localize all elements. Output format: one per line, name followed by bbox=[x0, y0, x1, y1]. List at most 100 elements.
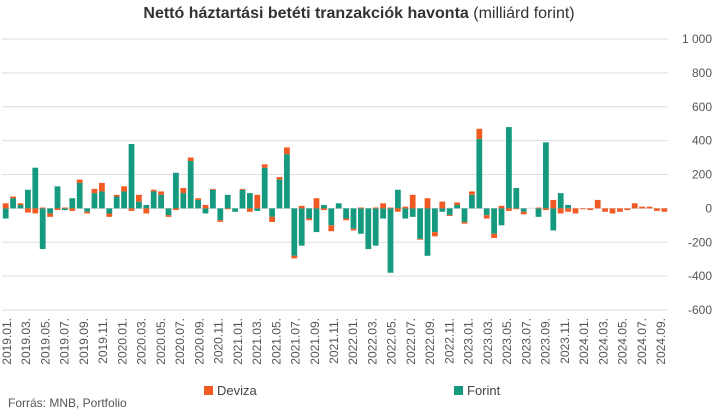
bar-deviza bbox=[224, 208, 231, 210]
bar-deviza bbox=[150, 189, 157, 192]
bar-deviza bbox=[424, 198, 431, 209]
bar-deviza bbox=[535, 207, 542, 209]
bar-forint bbox=[306, 208, 312, 219]
bar-deviza bbox=[491, 233, 497, 239]
bar-forint bbox=[113, 196, 120, 209]
x-tick-label: 2023.09. bbox=[539, 318, 553, 365]
bar-forint bbox=[143, 204, 150, 209]
x-tick-label: 2022.07. bbox=[404, 318, 418, 365]
x-tick-label: 2020.01. bbox=[115, 318, 129, 365]
bar-deviza bbox=[469, 191, 475, 195]
bar-deviza bbox=[609, 208, 616, 214]
bar-forint bbox=[10, 198, 16, 209]
bar-forint bbox=[498, 208, 505, 226]
x-tick-label: 2019.01. bbox=[0, 318, 14, 365]
bar-forint bbox=[446, 208, 453, 216]
bar-deviza bbox=[617, 208, 623, 212]
bar-deviza bbox=[580, 208, 586, 210]
bar-forint bbox=[150, 191, 157, 209]
bar-deviza bbox=[69, 208, 76, 211]
bar-deviza bbox=[358, 207, 364, 209]
bar-deviza bbox=[32, 208, 39, 214]
bar-forint bbox=[291, 208, 298, 256]
grid-layer bbox=[2, 38, 668, 311]
bar-forint bbox=[47, 208, 53, 214]
x-tick-label: 2022.09. bbox=[423, 318, 437, 365]
bar-deviza bbox=[158, 191, 164, 195]
x-tick-label: 2024.05. bbox=[616, 318, 630, 365]
bar-deviza bbox=[313, 198, 320, 209]
bar-forint bbox=[476, 138, 483, 209]
bar-forint bbox=[424, 208, 431, 256]
bar-deviza bbox=[180, 188, 187, 194]
x-tick-label: 2019.09. bbox=[77, 318, 91, 365]
bar-forint bbox=[321, 204, 327, 209]
bar-forint bbox=[557, 193, 564, 209]
legend-swatch-forint bbox=[454, 386, 463, 395]
bar-deviza bbox=[217, 220, 224, 222]
bar-deviza bbox=[195, 198, 201, 200]
legend: Deviza Forint bbox=[204, 383, 501, 398]
bar-forint bbox=[17, 204, 24, 209]
bar-forint bbox=[372, 208, 379, 246]
y-tick-label: 400 bbox=[692, 134, 712, 148]
x-tick-label: 2022.05. bbox=[385, 318, 399, 365]
bar-deviza bbox=[513, 208, 520, 210]
bar-forint bbox=[136, 201, 142, 209]
x-tick-label: 2022.01. bbox=[346, 318, 360, 365]
bar-deviza bbox=[372, 207, 379, 209]
y-tick-label: -400 bbox=[688, 269, 712, 283]
bar-forint bbox=[269, 208, 275, 217]
bar-deviza bbox=[47, 213, 53, 217]
x-tick-label: 2020.03. bbox=[135, 318, 149, 365]
bar-forint bbox=[402, 208, 409, 219]
bar-deviza bbox=[99, 182, 105, 192]
x-tick-label: 2020.09. bbox=[192, 318, 206, 365]
x-tick-label: 2020.07. bbox=[173, 318, 187, 365]
bar-forint bbox=[417, 208, 423, 239]
bar-deviza bbox=[565, 208, 571, 212]
bar-forint bbox=[335, 203, 342, 209]
bar-deviza bbox=[321, 208, 327, 211]
bar-deviza bbox=[343, 218, 349, 221]
bar-deviza bbox=[543, 208, 549, 211]
bar-forint bbox=[520, 208, 527, 212]
bar-forint bbox=[387, 208, 394, 273]
bar-deviza bbox=[39, 207, 46, 209]
bar-forint bbox=[54, 186, 61, 209]
y-tick-label: -600 bbox=[688, 303, 712, 317]
bars-layer bbox=[2, 127, 668, 273]
bar-deviza bbox=[306, 218, 312, 221]
bar-deviza bbox=[432, 232, 438, 237]
bar-forint bbox=[543, 142, 549, 209]
bar-forint bbox=[506, 127, 512, 209]
bar-forint bbox=[106, 208, 113, 214]
x-tick-label: 2019.07. bbox=[58, 318, 72, 365]
bar-deviza bbox=[106, 213, 113, 217]
x-tick-label: 2021.03. bbox=[250, 318, 264, 365]
x-tick-label: 2019.05. bbox=[38, 318, 52, 365]
bar-forint bbox=[224, 194, 231, 209]
bar-deviza bbox=[350, 228, 357, 231]
y-tick-label: 800 bbox=[692, 66, 712, 80]
bar-forint bbox=[261, 167, 268, 209]
legend-label-forint: Forint bbox=[467, 383, 501, 398]
bar-forint bbox=[99, 191, 105, 209]
bar-deviza bbox=[76, 179, 83, 183]
bar-deviza bbox=[136, 194, 142, 202]
x-tick-label: 2024.09. bbox=[654, 318, 668, 365]
bar-forint bbox=[439, 208, 446, 212]
bar-forint bbox=[128, 144, 135, 209]
x-tick-label: 2021.07. bbox=[289, 318, 303, 365]
x-tick-label: 2024.03. bbox=[596, 318, 610, 365]
y-tick-label: -200 bbox=[688, 235, 712, 249]
bar-forint bbox=[247, 193, 253, 209]
bar-forint bbox=[565, 204, 571, 209]
bar-deviza bbox=[10, 196, 16, 199]
x-tick-label: 2024.01. bbox=[577, 318, 591, 365]
y-axis: 1 000 800 600 400 200 0 -200 -400 -600 bbox=[682, 32, 712, 317]
bar-forint bbox=[195, 199, 201, 209]
bar-deviza bbox=[239, 188, 246, 190]
bar-deviza bbox=[113, 194, 120, 197]
bar-deviza bbox=[506, 208, 512, 211]
